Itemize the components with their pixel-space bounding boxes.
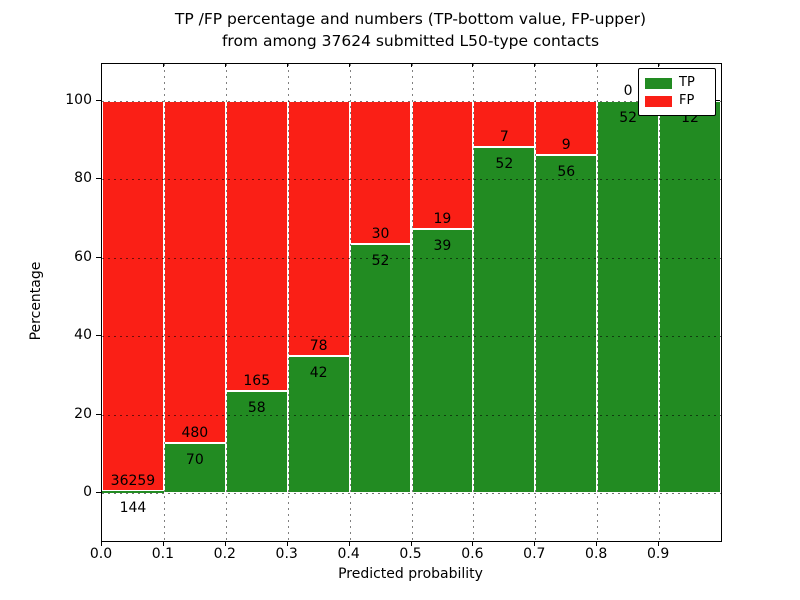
bar-segment-tp xyxy=(535,155,598,493)
bar-value-label-fp: 480 xyxy=(181,424,209,441)
chart-title-line1: TP /FP percentage and numbers (TP-bottom… xyxy=(174,10,647,28)
x-tick xyxy=(534,541,536,546)
x-tick-top xyxy=(162,63,164,67)
y-tick xyxy=(96,100,101,101)
x-tick-label: 0.7 xyxy=(523,546,546,562)
bar-segment-tp xyxy=(411,229,474,493)
y-tick-label: 80 xyxy=(74,170,92,187)
x-tick-label: 0.1 xyxy=(151,546,175,562)
bar-segment-tp xyxy=(659,101,721,493)
chart-title-line2: from among 37624 submitted L50-type cont… xyxy=(221,32,600,50)
x-tick-top xyxy=(286,63,288,67)
x-tick xyxy=(658,541,660,546)
bar-value-label-fp: 165 xyxy=(243,372,271,389)
v-gridline xyxy=(597,64,599,541)
y-tick-label: 20 xyxy=(74,405,92,422)
bar-value-label-tp: 58 xyxy=(247,399,266,416)
bar-value-label-fp: 30 xyxy=(371,226,390,243)
x-tick xyxy=(596,541,598,546)
x-tick xyxy=(286,541,288,546)
x-tick xyxy=(410,541,412,546)
x-tick-label: 0.9 xyxy=(646,546,670,562)
x-tick-label: 0.6 xyxy=(461,546,484,562)
bar-value-label-fp: 78 xyxy=(309,337,328,354)
bar-segment-fp xyxy=(163,101,226,444)
bar-segment-tp xyxy=(473,147,536,493)
bar-value-label-tp: 52 xyxy=(371,253,390,270)
legend-entry-tp: TP xyxy=(645,74,709,92)
x-tick-top xyxy=(348,63,350,67)
v-gridline xyxy=(473,64,475,541)
bar-value-label-tp: 70 xyxy=(185,451,204,468)
y-tick xyxy=(96,492,101,493)
y-tick xyxy=(96,256,101,258)
y-tick xyxy=(96,178,101,180)
x-tick-top xyxy=(472,63,474,67)
bar-value-label-fp: 7 xyxy=(499,129,509,146)
y-tick-right xyxy=(716,100,720,101)
y-tick-label: 0 xyxy=(83,484,92,500)
bar-segment-fp xyxy=(349,101,412,245)
fp-swatch-icon xyxy=(645,95,672,107)
chart-title: TP /FP percentage and numbers (TP-bottom… xyxy=(101,8,720,52)
v-gridline xyxy=(349,64,351,541)
v-gridline xyxy=(411,64,413,541)
bar-value-label-fp: 9 xyxy=(561,137,571,154)
x-tick xyxy=(101,541,102,546)
bar-segment-fp xyxy=(102,101,164,492)
x-tick-label: 0.2 xyxy=(213,546,236,562)
y-tick-label: 100 xyxy=(65,92,92,108)
x-tick-top xyxy=(410,63,412,67)
x-tick-label: 0.0 xyxy=(89,546,113,562)
x-tick xyxy=(224,541,226,546)
x-tick-top xyxy=(534,63,536,67)
bar-segment-fp xyxy=(287,101,350,356)
bar-segment-fp xyxy=(225,101,288,392)
bar-segment-tp xyxy=(287,355,350,493)
plot-area: TP FP 36259 144 480 70 165 58 78 42 30 52 19 39 7 52 9… xyxy=(101,63,722,542)
bar-value-label-tp: 56 xyxy=(557,164,576,181)
bar-value-label-tp: 39 xyxy=(433,238,452,255)
bar-segment-tp xyxy=(349,244,412,493)
bar-segment-tp xyxy=(102,491,164,493)
bar-value-label-tp: 52 xyxy=(619,109,638,126)
x-tick xyxy=(162,541,164,546)
x-tick xyxy=(472,541,474,546)
bar-value-label-fp: 0 xyxy=(623,82,633,99)
x-tick-label: 0.8 xyxy=(585,546,608,562)
bar-value-label-fp: 36259 xyxy=(110,473,156,490)
v-gridline xyxy=(659,64,661,541)
y-tick xyxy=(96,413,101,415)
x-axis-label: Predicted probability xyxy=(338,566,483,582)
bar-value-label-tp: 42 xyxy=(309,364,328,381)
bar-segment-tp xyxy=(597,101,660,493)
legend-label-tp: TP xyxy=(679,75,695,90)
y-tick-label: 60 xyxy=(74,248,92,265)
bar-value-label-tp: 144 xyxy=(119,500,147,517)
bar-segment-tp xyxy=(225,391,288,493)
x-tick-top xyxy=(224,63,226,67)
x-tick xyxy=(348,541,350,546)
v-gridline xyxy=(163,64,165,541)
tp-swatch-icon xyxy=(645,77,672,89)
x-tick-label: 0.4 xyxy=(337,546,360,562)
bar-value-label-fp: 19 xyxy=(433,211,452,228)
bar-value-label-tp: 52 xyxy=(495,156,514,173)
legend: TP FP xyxy=(638,68,716,116)
y-tick-label: 40 xyxy=(74,327,92,344)
x-tick-top xyxy=(658,63,660,67)
x-tick-top xyxy=(596,63,598,67)
x-tick-label: 0.3 xyxy=(275,546,298,562)
v-gridline xyxy=(535,64,537,541)
v-gridline xyxy=(225,64,227,541)
legend-entry-fp: FP xyxy=(645,92,709,110)
x-tick-label: 0.5 xyxy=(399,546,422,562)
y-tick xyxy=(96,335,101,337)
v-gridline xyxy=(287,64,289,541)
legend-label-fp: FP xyxy=(679,93,695,108)
